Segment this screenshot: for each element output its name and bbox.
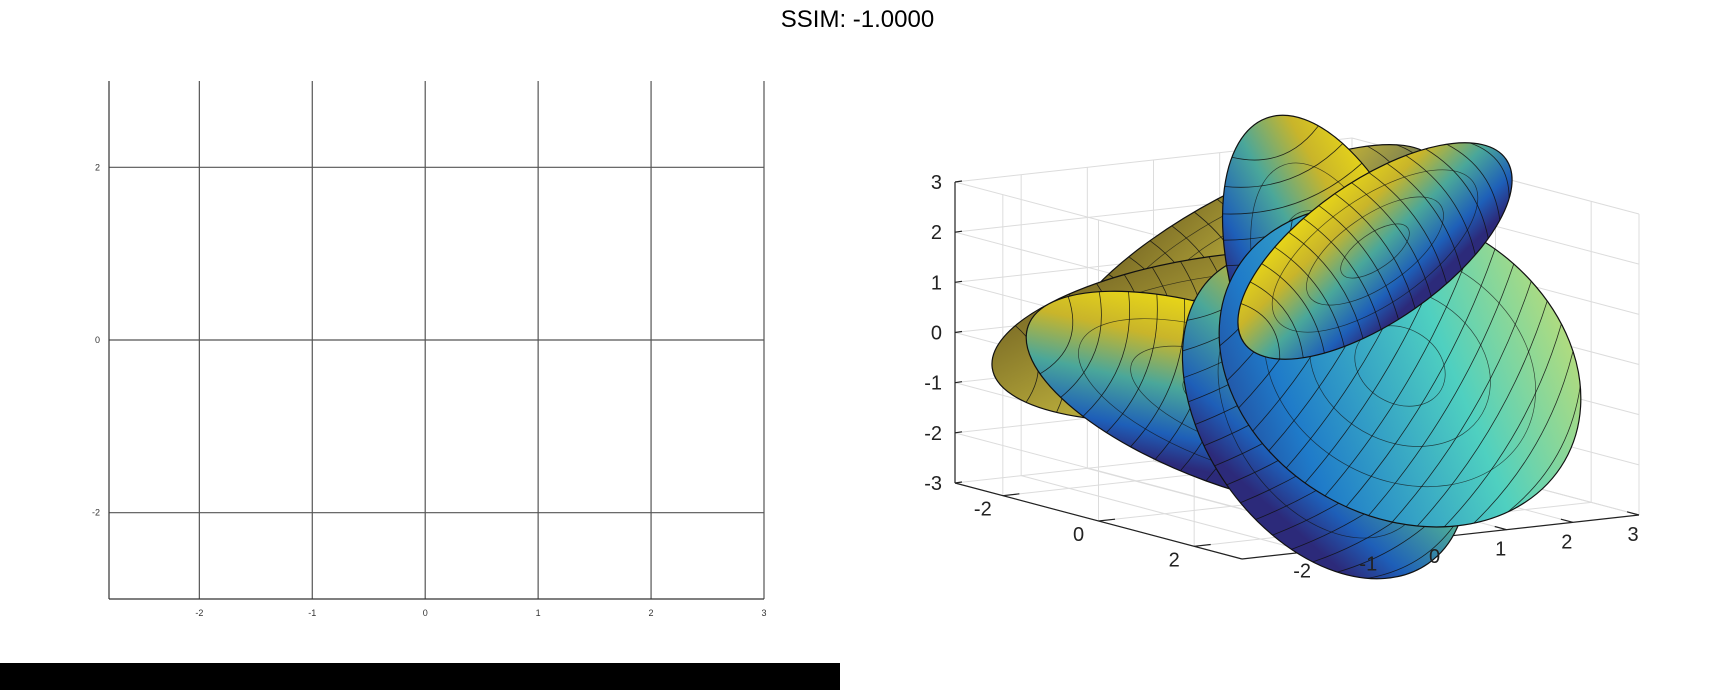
mesh-line [1060, 291, 1102, 398]
z-tick-label: 2 [931, 222, 942, 244]
z-tick [954, 180, 963, 183]
right-axes-3d: -2 -1 0 1 2 3 -2 0 2 -3 -2 -1 0 1 2 3 [924, 114, 1640, 583]
mesh-line [1386, 163, 1462, 270]
y-tick [1098, 518, 1116, 522]
x-tick-label: 0 [1429, 546, 1440, 568]
z-tick [954, 381, 963, 384]
mesh-line [1261, 263, 1325, 354]
x-tick-label: 3 [1627, 524, 1638, 546]
surface-patch [1237, 142, 1513, 360]
mesh-line [1470, 142, 1510, 199]
x-tick-label: -2 [1293, 561, 1311, 583]
x-tick-label: -2 [195, 608, 203, 618]
grid-line [954, 432, 1243, 510]
y-tick-label: 2 [1169, 549, 1180, 571]
mesh-line [1318, 205, 1399, 320]
z-tick-label: -3 [924, 473, 942, 495]
mesh-line [1444, 323, 1562, 528]
mesh-line [1222, 162, 1363, 215]
mesh-line [1391, 281, 1532, 523]
y-tick [1194, 543, 1211, 547]
x-tick-label: 1 [1495, 539, 1506, 561]
x-tick-label: 2 [649, 608, 654, 618]
x-tick [1626, 511, 1640, 516]
y-tick-label: 0 [1073, 524, 1084, 546]
mesh-line [1334, 193, 1416, 309]
mesh-line [1351, 182, 1432, 297]
mesh-line [1446, 143, 1501, 221]
mesh-line [1303, 218, 1382, 330]
mesh-ring [1354, 325, 1446, 407]
mesh-line [1368, 263, 1515, 516]
mesh-line [1507, 386, 1581, 513]
mesh-line [1106, 294, 1158, 433]
x-tick-label: -1 [308, 608, 316, 618]
z-tick-label: -2 [924, 423, 942, 445]
bottom-bar [0, 663, 840, 690]
mesh-line [1039, 296, 1074, 375]
z-tick [954, 230, 963, 233]
mesh-line [1368, 172, 1448, 284]
mesh-line [1274, 246, 1345, 347]
x-tick-label: 3 [761, 608, 766, 618]
x-tick [1560, 518, 1573, 523]
y-tick [1002, 493, 1020, 497]
y-tick-label: 2 [95, 162, 100, 172]
mesh-ring [1271, 169, 1479, 333]
z-tick-label: -1 [924, 373, 942, 395]
z-tick-label: 3 [931, 172, 942, 194]
surface-petal [1237, 142, 1513, 360]
x-tick-label: -1 [1359, 553, 1377, 575]
x-tick-label: 2 [1561, 531, 1572, 553]
mesh-line [1425, 148, 1489, 239]
left-axes: -2 -1 0 1 2 3 -2 0 2 [92, 81, 767, 618]
y-tick-label: -2 [974, 499, 992, 521]
x-tick-label: 0 [423, 608, 428, 618]
mesh-line [1249, 281, 1304, 358]
z-tick [954, 481, 963, 484]
figure-title: SSIM: -1.0000 [780, 6, 935, 33]
z-tick [954, 431, 963, 434]
y-tick-label: 0 [95, 335, 100, 345]
mesh-line [1288, 231, 1364, 339]
z-tick [954, 330, 963, 334]
x-tick [1494, 525, 1507, 531]
mesh-line [1417, 300, 1548, 527]
mesh-line [1473, 351, 1574, 524]
mesh-ring [1306, 196, 1444, 306]
y-tick-label: -2 [92, 508, 100, 518]
mesh-line [1231, 125, 1319, 161]
mesh-ring [1340, 223, 1410, 279]
mesh-line [1224, 143, 1344, 188]
mesh-line [1082, 291, 1130, 417]
mesh-line [1405, 155, 1476, 255]
x-tick-label: 1 [536, 608, 541, 618]
z-tick [954, 280, 963, 283]
z-tick-label: 0 [931, 323, 942, 345]
mesh-line [1130, 298, 1186, 448]
z-tick-label: 1 [931, 272, 942, 294]
mesh-line [1240, 303, 1281, 360]
mesh-line [1324, 235, 1476, 497]
